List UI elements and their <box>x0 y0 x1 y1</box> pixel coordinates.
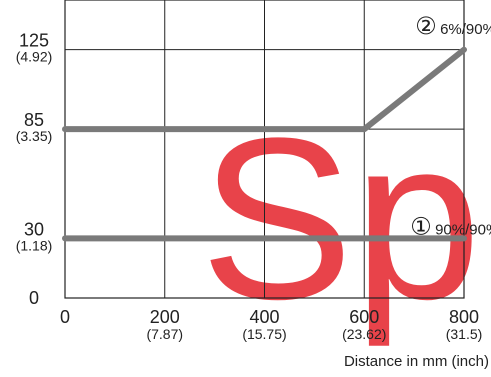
x-tick-label-400: 400 <box>249 307 279 327</box>
series-marker-2: ① <box>410 212 432 240</box>
x-tick-label-200: 200 <box>150 307 180 327</box>
y-tick-sublabel-85: (3.35) <box>16 128 53 144</box>
series-annotations: ②6%/90% ①90%/90% <box>410 12 491 241</box>
y-tick-label-125: 125 <box>19 31 49 51</box>
y-tick-label-0: 0 <box>29 288 39 308</box>
series-label-1: 6%/90% <box>440 21 491 38</box>
x-tick-sublabel-200: (7.87) <box>146 326 183 342</box>
watermark-text: Spe <box>200 90 491 347</box>
x-axis-title: Distance in mm (inch) <box>344 353 489 370</box>
y-tick-label-30: 30 <box>24 219 44 239</box>
y-tick-sublabel-30: (1.18) <box>16 237 53 253</box>
x-tick-sublabel-600: (23.62) <box>342 326 386 342</box>
x-tick-sublabel-800: (31.5) <box>446 326 483 342</box>
series-lines <box>62 46 467 242</box>
x-tick-label-600: 600 <box>349 307 379 327</box>
x-tick-label-0: 0 <box>60 307 70 327</box>
y-tick-label-85: 85 <box>24 110 44 130</box>
tick-labels: 030(1.18)85(3.35)125(4.92)0 200(7.87)400(… <box>16 31 483 342</box>
plot-frame <box>64 0 465 299</box>
x-tick-label-800: 800 <box>449 307 479 327</box>
series-label-2: 90%/90% <box>435 221 491 238</box>
series-line-1 <box>62 46 467 133</box>
x-tick-sublabel-400: (15.75) <box>242 326 286 342</box>
watermark: Spe <box>200 90 491 347</box>
y-tick-sublabel-125: (4.92) <box>16 49 53 65</box>
series-marker-1: ② <box>415 12 437 40</box>
